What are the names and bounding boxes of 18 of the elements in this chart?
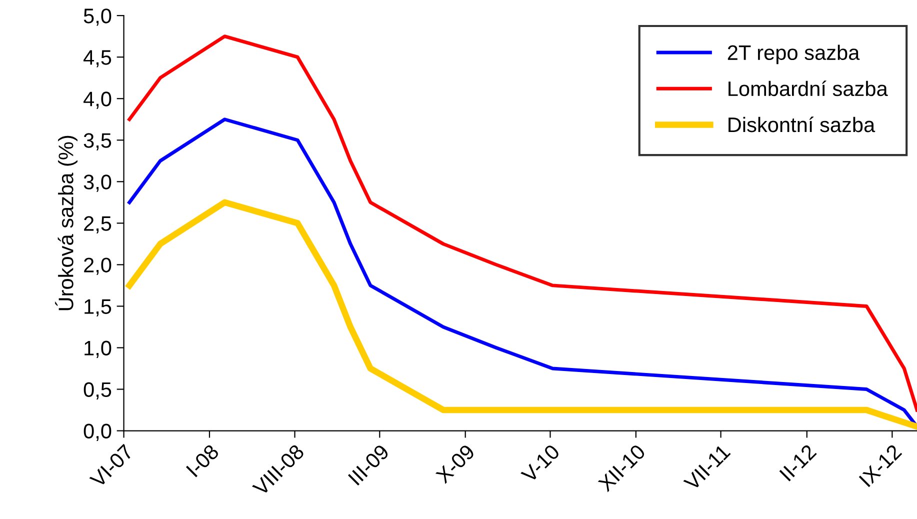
- y-tick-label: 3,5: [84, 133, 112, 150]
- y-tick-label: 0,0: [84, 424, 112, 441]
- legend-label: Lombardní sazba: [728, 80, 888, 96]
- y-axis-title: Úroková sazba (%): [55, 136, 78, 310]
- y-tick-label: 4,5: [84, 50, 112, 68]
- y-tick-label: 2,0: [84, 258, 112, 275]
- y-tick-label: 4,0: [84, 92, 112, 109]
- y-tick-label: 2,5: [84, 216, 112, 234]
- y-tick-label: 3,0: [84, 174, 112, 192]
- x-tick-label: I-08: [186, 444, 220, 478]
- line-series: [128, 34, 917, 412]
- y-tick-label: 1,5: [84, 299, 112, 316]
- x-tick-label: V-10: [520, 444, 560, 484]
- y-tick-label: 1,0: [84, 340, 112, 358]
- y-tick-label: 5,0: [84, 8, 112, 26]
- y-tick-label: 0,5: [84, 382, 112, 400]
- legend-label: 2T repo sazba: [728, 44, 860, 64]
- legend-label: Diskontní sazba: [728, 116, 876, 132]
